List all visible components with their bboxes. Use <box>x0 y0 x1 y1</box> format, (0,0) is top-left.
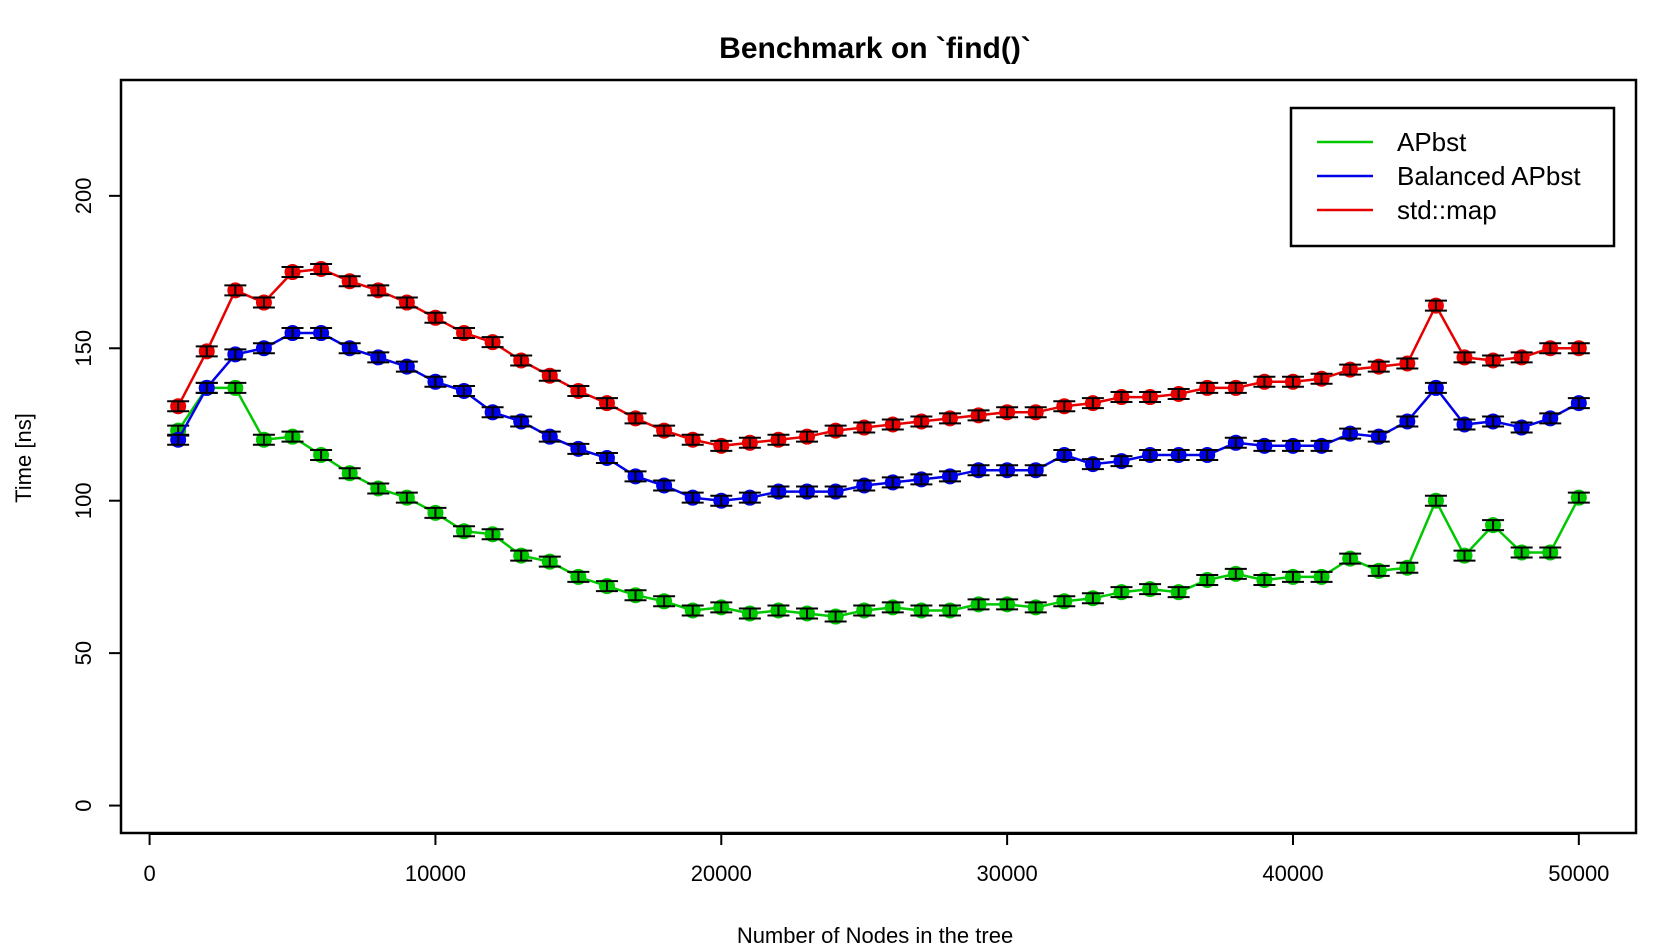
x-axis: 0 10000 20000 30000 40000 50000 <box>143 833 1609 886</box>
x-tick-label: 10000 <box>405 861 466 886</box>
x-tick-label: 50000 <box>1548 861 1609 886</box>
y-axis-label: Time [ns] <box>11 413 36 503</box>
series-line <box>177 331 1580 502</box>
x-tick-label: 30000 <box>977 861 1038 886</box>
series-line <box>177 386 1580 618</box>
x-tick-label: 0 <box>143 861 155 886</box>
y-tick-label: 150 <box>71 330 96 367</box>
chart-title: Benchmark on `find()` <box>719 32 1031 65</box>
y-tick-label: 100 <box>71 482 96 519</box>
legend-box <box>1289 106 1616 248</box>
x-tick-label: 20000 <box>691 861 752 886</box>
series-balanced-apbst <box>167 325 1590 509</box>
legend-label: std::map <box>1397 195 1497 225</box>
x-axis-label: Number of Nodes in the tree <box>737 923 1013 944</box>
y-axis: 0 50 100 150 200 <box>71 177 122 812</box>
series-apbst <box>167 379 1590 625</box>
series-std-map <box>167 261 1590 454</box>
legend-label: Balanced APbst <box>1397 161 1581 191</box>
y-tick-label: 50 <box>71 641 96 665</box>
y-tick-label: 0 <box>71 799 96 811</box>
x-tick-label: 40000 <box>1262 861 1323 886</box>
legend-label: APbst <box>1397 127 1467 157</box>
series-layer <box>167 261 1590 625</box>
y-tick-label: 200 <box>71 177 96 214</box>
